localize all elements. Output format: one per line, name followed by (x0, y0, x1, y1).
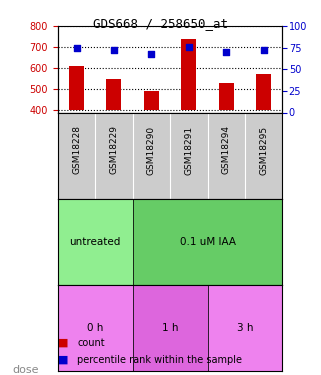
Text: GSM18295: GSM18295 (259, 125, 268, 175)
Bar (107, 79, 121, 110)
Text: count: count (77, 338, 105, 348)
FancyBboxPatch shape (208, 285, 282, 371)
Text: GSM18290: GSM18290 (147, 125, 156, 175)
Text: 1 h: 1 h (162, 323, 178, 333)
Bar (181, 39, 196, 110)
Text: GDS668 / 258650_at: GDS668 / 258650_at (93, 17, 228, 30)
Bar (69, 66, 84, 110)
Point (186, 44, 191, 50)
Text: GSM18291: GSM18291 (184, 125, 193, 175)
Text: 0 h: 0 h (87, 323, 103, 333)
Point (74, 45, 79, 51)
Text: percentile rank within the sample: percentile rank within the sample (77, 355, 242, 365)
FancyBboxPatch shape (133, 199, 282, 285)
Point (149, 51, 154, 57)
Text: 3 h: 3 h (237, 323, 253, 333)
Text: GSM18294: GSM18294 (222, 125, 231, 174)
Point (111, 46, 117, 53)
Text: GSM18228: GSM18228 (72, 125, 81, 174)
Text: ■: ■ (58, 355, 68, 365)
Text: GSM18229: GSM18229 (109, 125, 118, 174)
Bar (219, 83, 234, 110)
FancyBboxPatch shape (133, 285, 208, 371)
Text: 0.1 uM IAA: 0.1 uM IAA (179, 237, 236, 247)
Point (261, 46, 266, 53)
Point (224, 49, 229, 55)
FancyBboxPatch shape (58, 199, 133, 285)
Text: untreated: untreated (70, 237, 121, 247)
FancyBboxPatch shape (58, 285, 133, 371)
Bar (144, 92, 159, 110)
Text: ■: ■ (58, 338, 68, 348)
Bar (256, 74, 271, 110)
Text: dose: dose (13, 365, 39, 375)
